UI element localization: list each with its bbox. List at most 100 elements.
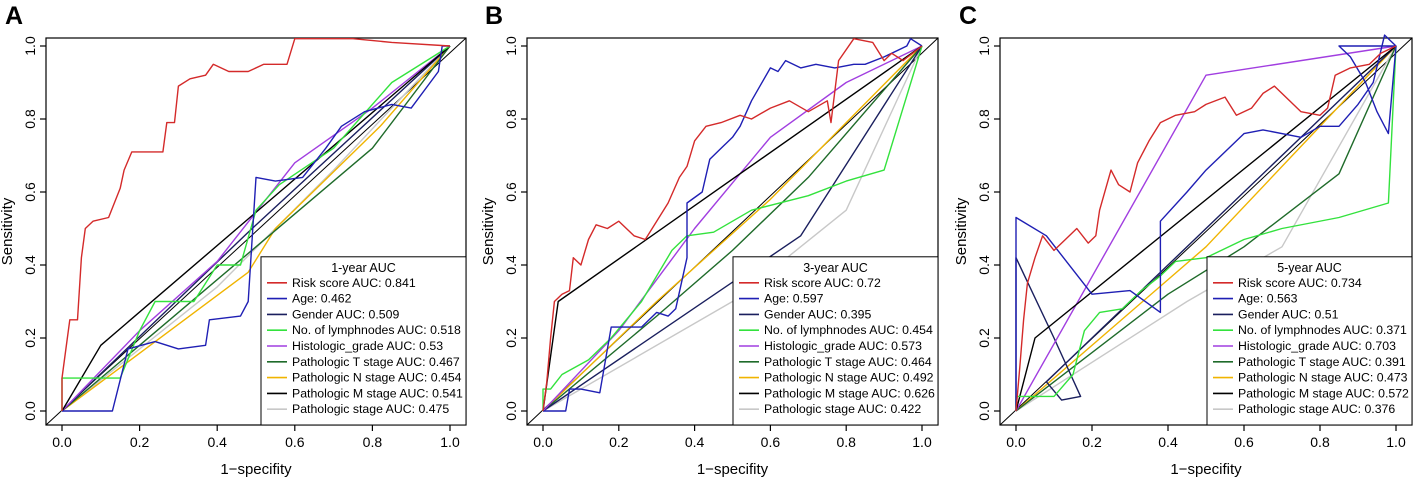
y-tick-label: 0.6 xyxy=(976,182,992,202)
x-tick-label: 0.6 xyxy=(285,434,305,450)
legend-box xyxy=(1206,256,1413,426)
legend-box xyxy=(732,256,939,426)
roc-curve-nstage xyxy=(1015,45,1397,412)
x-axis-label: 1−specifity xyxy=(1170,461,1242,478)
roc-curve-age xyxy=(1015,34,1397,411)
x-tick-label: 0.8 xyxy=(363,434,383,450)
x-tick-label: 0.4 xyxy=(1158,434,1178,450)
y-tick-label: 0.2 xyxy=(976,328,992,348)
legend-entry: Pathologic M stage AUC: 0.572 xyxy=(1238,386,1409,400)
x-tick-label: 0.6 xyxy=(1234,434,1254,450)
y-tick-label: 0.8 xyxy=(976,109,992,129)
y-tick-label: 0.4 xyxy=(976,255,992,275)
roc-curve-mstage xyxy=(1015,45,1397,412)
legend-entry: Pathologic N stage AUC: 0.492 xyxy=(764,371,934,385)
y-axis-label: Sensitivity xyxy=(0,197,16,265)
panel-letter: C xyxy=(959,2,978,30)
roc-curve-gender xyxy=(542,45,923,412)
roc-curve-stage xyxy=(542,45,923,412)
roc-curve-risk xyxy=(1015,45,1397,412)
legend-entry: Pathologic M stage AUC: 0.626 xyxy=(764,386,935,400)
roc-curve-nstage xyxy=(542,45,923,412)
panel-letter: B xyxy=(485,2,504,30)
y-tick-label: 1.0 xyxy=(503,36,519,56)
y-tick-label: 0.8 xyxy=(503,109,519,129)
x-tick-label: 1.0 xyxy=(912,434,932,450)
panel-letter: A xyxy=(5,2,24,30)
x-axis-label: 1−specifity xyxy=(697,461,769,478)
x-tick-label: 0.6 xyxy=(761,434,781,450)
y-tick-label: 0.0 xyxy=(503,401,519,421)
x-tick-label: 0.8 xyxy=(1310,434,1330,450)
legend-title: 5-year AUC xyxy=(1277,261,1342,275)
y-tick-label: 0.0 xyxy=(22,401,38,421)
roc-curve-nstage xyxy=(61,45,451,412)
x-axis-label: 1−specifity xyxy=(220,461,292,478)
y-tick-label: 0.4 xyxy=(503,255,519,275)
roc-chart-c: 0.0 0.2 0.4 0.6 0.8 1.0 0.0 0.2 0.4 0.6 0.8 1.0 1−sp… xyxy=(953,34,1413,478)
y-tick-label: 1.0 xyxy=(976,36,992,56)
roc-curve-tstage xyxy=(542,45,923,412)
legend-entry: Histologic_grade AUC: 0.573 xyxy=(764,339,922,353)
reference-diagonal xyxy=(45,37,467,426)
y-tick-label: 0.2 xyxy=(503,328,519,348)
roc-curve-histo xyxy=(1015,45,1397,412)
y-tick-label: 1.0 xyxy=(22,36,38,56)
y-axis-label: Sensitivity xyxy=(480,197,497,265)
x-tick-label: 0.4 xyxy=(685,434,705,450)
roc-curve-mstage xyxy=(61,45,451,412)
legend-entry: Pathologic N stage AUC: 0.454 xyxy=(292,371,462,385)
roc-curve-gender xyxy=(61,45,451,412)
legend-entry: No. of lymphnodes AUC: 0.371 xyxy=(1238,323,1407,337)
legend-entry: Age: 0.597 xyxy=(764,292,824,306)
roc-curve-risk xyxy=(61,38,451,411)
legend-entry: Pathologic M stage AUC: 0.541 xyxy=(292,386,463,400)
legend-box xyxy=(260,256,467,426)
legend-entry: Histologic_grade AUC: 0.703 xyxy=(1238,339,1396,353)
y-tick-label: 0.6 xyxy=(22,182,38,202)
y-tick-label: 0.6 xyxy=(503,182,519,202)
legend-entry: Histologic_grade AUC: 0.53 xyxy=(292,339,443,353)
legend-entry: Risk score AUC: 0.734 xyxy=(1238,276,1362,290)
legend-entry: No. of lymphnodes AUC: 0.518 xyxy=(292,323,461,337)
roc-curve-lymph xyxy=(1015,45,1397,411)
x-tick-label: 0.2 xyxy=(130,434,150,450)
legend-entry: Gender AUC: 0.509 xyxy=(292,307,399,321)
roc-curve-lymph xyxy=(542,45,923,411)
x-tick-label: 0.0 xyxy=(533,434,553,450)
legend-entry: Pathologic stage AUC: 0.376 xyxy=(1238,402,1395,416)
panel-c: C 0.0 0.2 0.4 0.6 0.8 1.0 0.0 0.2 0.4 0.6 0.8 1.0 1−… xyxy=(944,0,1416,481)
y-tick-label: 0.2 xyxy=(22,328,38,348)
roc-chart-b: 0.0 0.2 0.4 0.6 0.8 1.0 0.0 0.2 0.4 0.6 0.8 1.0 1−sp… xyxy=(480,36,939,478)
x-tick-label: 0.4 xyxy=(207,434,227,450)
legend-entry: Gender AUC: 0.395 xyxy=(764,307,871,321)
panel-a: A 0.0 0.2 0.4 0.6 0.8 1.0 0.0 0.2 0.4 0.6 0.8 1.0 1−… xyxy=(0,0,472,481)
x-tick-label: 0.2 xyxy=(609,434,629,450)
legend-entry: Age: 0.462 xyxy=(292,292,352,306)
legend-entry: Risk score AUC: 0.72 xyxy=(764,276,881,290)
y-tick-label: 0.8 xyxy=(22,109,38,129)
legend-entry: Pathologic T stage AUC: 0.464 xyxy=(764,355,932,369)
panel-b: B 0.0 0.2 0.4 0.6 0.8 1.0 0.0 0.2 0.4 0.6 0.8 1.0 1−… xyxy=(472,0,944,481)
legend-entry: Pathologic stage AUC: 0.422 xyxy=(764,402,921,416)
x-tick-label: 1.0 xyxy=(1386,434,1406,450)
legend-entry: Age: 0.563 xyxy=(1238,292,1298,306)
legend-title: 3-year AUC xyxy=(803,261,868,275)
legend-entry: Risk score AUC: 0.841 xyxy=(292,276,416,290)
x-tick-label: 0.0 xyxy=(1006,434,1026,450)
x-tick-label: 0.8 xyxy=(836,434,856,450)
y-axis-label: Sensitivity xyxy=(953,197,970,265)
legend-entry: Pathologic T stage AUC: 0.391 xyxy=(1238,355,1406,369)
plot-frame xyxy=(45,37,467,426)
roc-curve-risk xyxy=(542,38,923,412)
legend-entry: No. of lymphnodes AUC: 0.454 xyxy=(764,323,933,337)
x-tick-label: 0.0 xyxy=(52,434,72,450)
legend-title: 1-year AUC xyxy=(331,261,396,275)
roc-curve-age xyxy=(62,45,450,412)
legend-entry: Pathologic N stage AUC: 0.473 xyxy=(1238,371,1408,385)
roc-curve-tstage xyxy=(1015,45,1397,412)
roc-curve-age xyxy=(543,38,923,412)
y-tick-label: 0.4 xyxy=(22,255,38,275)
plot-frame xyxy=(999,37,1413,426)
legend-entry: Gender AUC: 0.51 xyxy=(1238,307,1339,321)
